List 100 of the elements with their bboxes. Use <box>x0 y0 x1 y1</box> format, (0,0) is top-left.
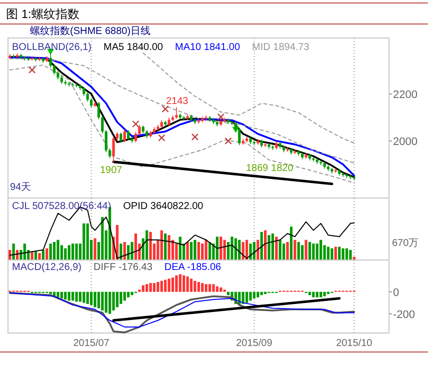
y-tick-label: 2200 <box>393 88 418 101</box>
bar <box>338 246 341 260</box>
point <box>132 120 140 128</box>
candlestick <box>134 132 138 143</box>
annotation: 94天 <box>10 182 32 193</box>
annotation: 1869 1820 <box>246 163 294 174</box>
text: 670万 <box>392 238 419 249</box>
bar <box>297 242 300 260</box>
candlestick <box>342 172 344 178</box>
bar <box>168 278 170 292</box>
bar <box>146 230 148 260</box>
bar <box>326 246 330 260</box>
bar <box>308 242 312 260</box>
bar <box>220 287 222 292</box>
series-label: CJL 507528.00(56:44) <box>12 201 112 212</box>
bar <box>116 292 119 308</box>
bar <box>120 292 122 304</box>
bar <box>278 240 282 260</box>
bar <box>342 248 344 260</box>
bar <box>290 226 293 260</box>
bar <box>164 234 167 260</box>
bar <box>49 244 52 260</box>
bar <box>112 292 115 310</box>
bar <box>94 292 96 308</box>
text: DEA -185.06 <box>164 262 222 273</box>
candlestick <box>101 116 104 134</box>
candlestick <box>234 121 237 132</box>
candlestick <box>97 102 100 120</box>
candlestick <box>90 98 93 108</box>
bar <box>127 292 130 298</box>
bar <box>156 282 160 292</box>
bar <box>264 230 267 260</box>
candlestick <box>123 129 126 143</box>
candlestick <box>86 92 89 102</box>
annotation: 2143 <box>166 96 189 107</box>
bar <box>160 230 163 260</box>
bar <box>175 244 178 260</box>
bar <box>316 292 318 298</box>
bar <box>178 236 182 260</box>
bar <box>204 284 208 292</box>
bar <box>97 292 100 308</box>
bar <box>34 252 38 260</box>
series-label: OPID 3640822.00 <box>123 201 204 212</box>
bar <box>349 250 352 260</box>
bar <box>64 248 67 260</box>
bar <box>86 223 89 260</box>
bar <box>71 244 74 260</box>
bar <box>149 283 152 292</box>
bar <box>149 232 152 260</box>
bar <box>82 223 86 260</box>
bar <box>38 253 41 260</box>
bar <box>320 292 322 298</box>
candlestick <box>108 148 112 158</box>
candlestick <box>75 83 78 88</box>
point <box>224 137 232 145</box>
bar <box>330 248 334 260</box>
bar <box>216 236 218 260</box>
candlestick <box>104 130 108 153</box>
text: MID 1894.73 <box>252 42 310 53</box>
bar <box>190 242 193 260</box>
bar <box>152 283 156 292</box>
bar <box>212 284 215 292</box>
bar <box>194 280 196 292</box>
bar <box>186 242 189 260</box>
candlestick <box>112 136 115 164</box>
bar <box>201 244 204 260</box>
bar <box>160 280 163 292</box>
bar <box>164 280 167 292</box>
x-tick-label: 2015/07 <box>73 338 110 349</box>
bar <box>312 292 315 298</box>
bar <box>320 240 322 260</box>
bar <box>197 242 200 260</box>
bar <box>182 275 186 292</box>
chart-title: 图 1:螺纹指数 <box>6 7 80 21</box>
bar <box>220 236 222 260</box>
bar <box>52 242 56 260</box>
text: DIFF -176.43 <box>93 262 153 273</box>
bar <box>260 232 263 260</box>
bar <box>171 278 174 292</box>
legend-title: MACD(12,26,9) <box>12 262 82 273</box>
bar <box>230 236 234 260</box>
bar <box>82 292 86 303</box>
x-tick-label: 2015/09 <box>236 338 273 349</box>
bar <box>316 244 318 260</box>
bar <box>101 217 104 260</box>
bar <box>312 244 315 260</box>
bar <box>68 292 70 301</box>
bar <box>64 292 67 300</box>
bar <box>294 240 296 260</box>
bar <box>204 240 208 260</box>
bar <box>146 284 148 292</box>
chart-subtitle: 螺纹指数(SHME 6880)日线 <box>30 25 151 37</box>
bar <box>134 234 138 260</box>
bar <box>104 292 108 313</box>
bar <box>94 238 96 260</box>
bar <box>86 292 89 304</box>
bar <box>101 292 104 310</box>
candlestick <box>127 130 130 141</box>
bar <box>71 292 74 301</box>
line-series <box>142 52 355 144</box>
